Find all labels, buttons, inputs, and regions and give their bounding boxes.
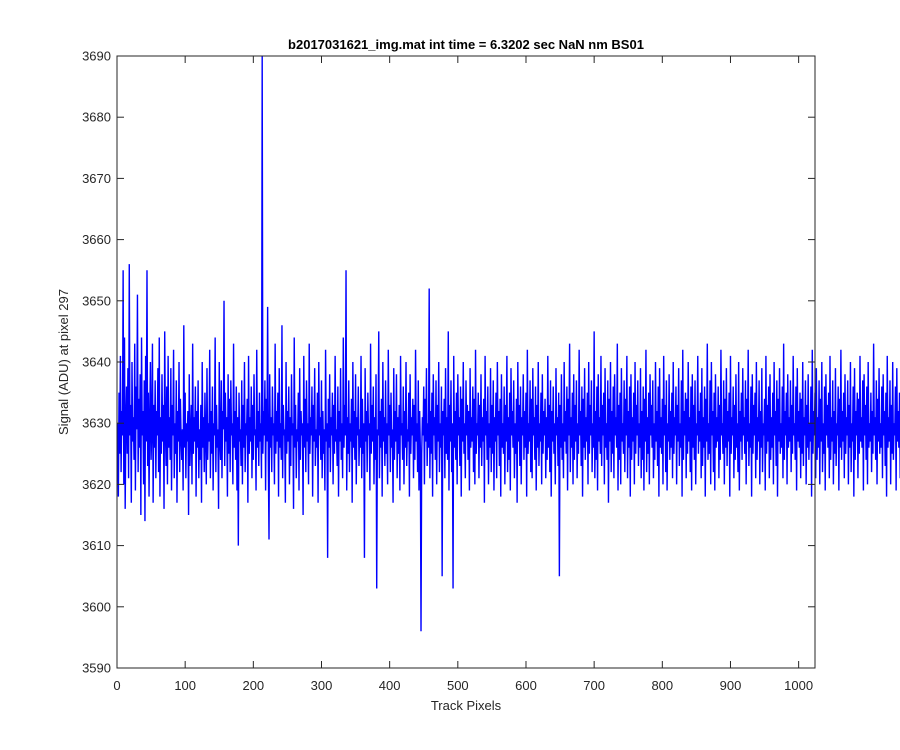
x-tick-label: 800 [651,678,673,693]
y-axis-label: Signal (ADU) at pixel 297 [56,289,71,435]
x-tick-label: 0 [113,678,120,693]
series-layer [116,55,900,632]
y-tick-label: 3690 [82,49,111,64]
x-tick-label: 200 [242,678,264,693]
x-tick-label: 400 [379,678,401,693]
y-tick-label: 3640 [82,355,111,370]
x-tick-label: 100 [174,678,196,693]
x-axis-ticks: 0 100 200 300 400 500 600 700 800 900 1000 [113,56,813,693]
y-tick-label: 3590 [82,661,111,676]
x-tick-label: 300 [311,678,333,693]
x-tick-label: 600 [515,678,537,693]
y-axis-ticks: 3590 3600 3610 3620 3630 3640 3650 3660 3670 3680… [82,49,815,676]
y-tick-label: 3610 [82,538,111,553]
y-tick-label: 3650 [82,293,111,308]
x-tick-label: 900 [720,678,742,693]
y-tick-label: 3600 [82,599,111,614]
y-tick-label: 3670 [82,171,111,186]
y-tick-label: 3620 [82,477,111,492]
y-tick-label: 3660 [82,232,111,247]
x-tick-label: 500 [447,678,469,693]
series-line [116,55,900,632]
y-tick-label: 3680 [82,110,111,125]
axes-box [116,55,816,669]
x-tick-label: 1000 [784,678,813,693]
plot-area [117,56,815,668]
chart-title: b2017031621_img.mat int time = 6.3202 se… [288,37,644,52]
x-tick-label: 700 [583,678,605,693]
y-tick-label: 3630 [82,416,111,431]
x-axis-label: Track Pixels [431,698,502,713]
